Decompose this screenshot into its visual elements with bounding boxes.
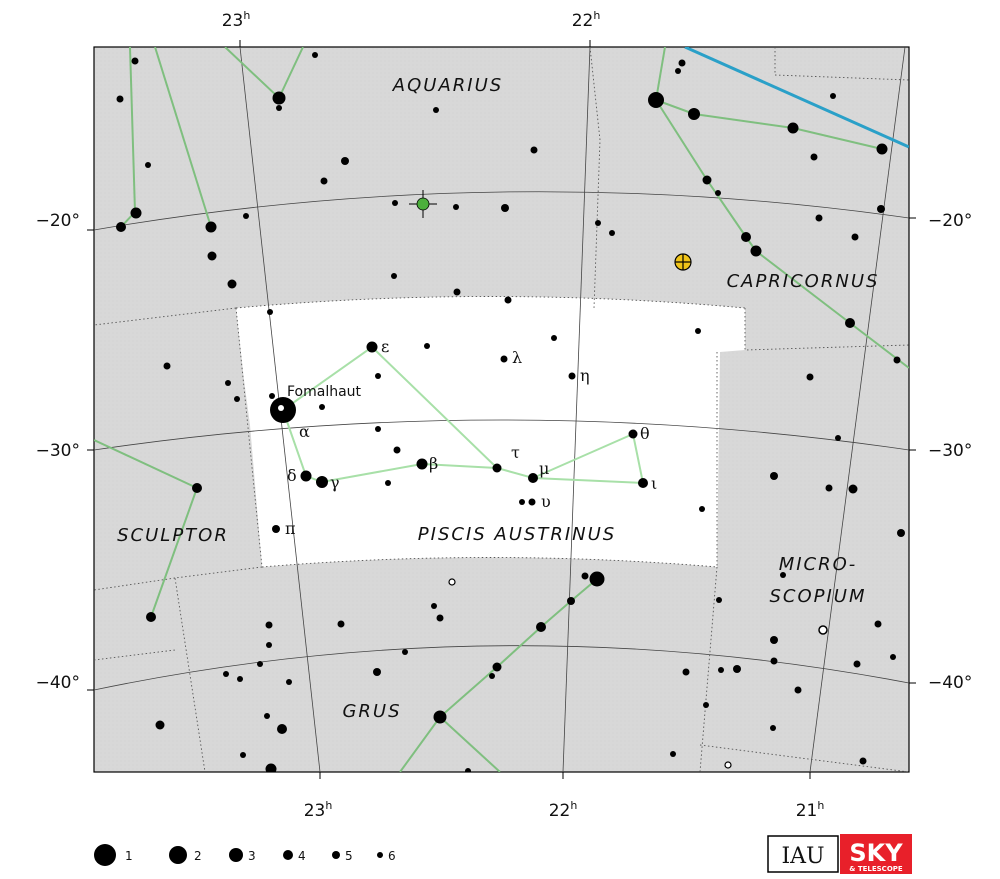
ra-line-22h: [562, 47, 591, 772]
ra-label-top-22h: 22h: [572, 9, 601, 31]
label-capricornus: CAPRICORNUS: [727, 271, 880, 292]
label-microscopium-2: SCOPIUM: [769, 586, 866, 607]
legend-mag-3: 3: [248, 849, 256, 863]
variable-star: [448, 578, 456, 586]
label-upsilon: υ: [541, 492, 551, 511]
label-mu: μ: [539, 459, 549, 478]
legend-mag-6-dot: [377, 852, 383, 858]
ra-line-21h: [809, 47, 906, 772]
label-gamma: γ: [330, 473, 340, 492]
legend-mag-6: 6: [388, 849, 396, 863]
label-lambda: λ: [512, 348, 522, 367]
dec-line-minus40: [94, 645, 909, 691]
dec-label-left-40: −40°: [36, 673, 80, 693]
label-piscis-austrinus: PISCIS AUSTRINUS: [418, 524, 616, 545]
label-microscopium-1: MICRO-: [779, 554, 858, 575]
label-eta: η: [580, 366, 590, 385]
legend-mag-4-dot: [283, 850, 293, 860]
label-iota: ι: [651, 474, 657, 493]
piscis-austrinus-region: [236, 296, 745, 567]
dec-label-right-20: −20°: [928, 211, 972, 231]
legend-mag-3-dot: [229, 848, 243, 862]
dec-label-left-20: −20°: [36, 211, 80, 231]
iau-logo: IAU: [767, 835, 839, 873]
label-aquarius: AQUARIUS: [392, 75, 503, 96]
legend-mag-2: 2: [194, 849, 202, 863]
ecliptic-line: [684, 47, 909, 149]
legend-mag-2-dot: [169, 846, 187, 864]
planet-green-icon: [409, 190, 437, 218]
dec-label-right-30: −30°: [928, 441, 972, 461]
constellation-boundaries: [94, 47, 909, 772]
label-grus: GRUS: [342, 701, 401, 722]
variable-star: [724, 761, 732, 769]
svg-text:IAU: IAU: [781, 844, 824, 869]
stars: [116, 52, 905, 772]
fomalhaut-marker: [278, 405, 284, 411]
ra-label-bottom-23h: 23h: [304, 799, 333, 821]
legend-mag-4: 4: [298, 849, 306, 863]
ra-label-bottom-21h: 21h: [796, 799, 825, 821]
planet-yellow-icon: [674, 253, 692, 271]
label-pi: π: [285, 519, 296, 538]
label-fomalhaut: Fomalhaut: [287, 384, 362, 400]
frame-ticks: [87, 40, 916, 779]
dec-label-right-40: −40°: [928, 673, 972, 693]
svg-text:& TELESCOPE: & TELESCOPE: [849, 865, 903, 873]
label-epsilon: ε: [381, 337, 389, 356]
label-delta: δ: [287, 466, 297, 485]
dec-line-minus20: [94, 191, 909, 231]
label-alpha: α: [299, 422, 310, 441]
legend-mag-5: 5: [345, 849, 353, 863]
label-sculptor: SCULPTOR: [117, 525, 229, 546]
magnitude-legend: 1 2 3 4 5 6: [94, 844, 396, 866]
sky-telescope-logo: SKY & TELESCOPE: [840, 834, 912, 874]
svg-text:SKY: SKY: [849, 839, 903, 867]
dec-label-left-30: −30°: [36, 441, 80, 461]
ra-label-bottom-22h: 22h: [549, 799, 578, 821]
ra-label-top-23h: 23h: [222, 9, 251, 31]
legend-mag-1: 1: [125, 849, 133, 863]
label-theta: θ: [640, 424, 650, 443]
label-beta: β: [429, 454, 438, 473]
label-tau: τ: [511, 443, 520, 462]
double-star: [818, 625, 828, 635]
legend-mag-5-dot: [332, 851, 340, 859]
legend-mag-1-dot: [94, 844, 116, 866]
dec-line-minus30: [94, 419, 909, 451]
